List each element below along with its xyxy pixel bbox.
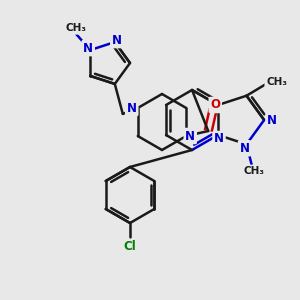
Text: N: N	[112, 34, 122, 46]
Text: CH₃: CH₃	[243, 166, 264, 176]
Text: O: O	[210, 98, 220, 112]
Text: Cl: Cl	[124, 241, 136, 254]
Text: N: N	[83, 42, 93, 55]
Text: N: N	[239, 142, 250, 155]
Text: N: N	[127, 101, 137, 115]
Text: N: N	[214, 133, 224, 146]
Text: N: N	[267, 113, 277, 127]
Text: CH₃: CH₃	[66, 23, 87, 33]
Text: CH₃: CH₃	[266, 77, 287, 87]
Text: N: N	[185, 130, 195, 142]
